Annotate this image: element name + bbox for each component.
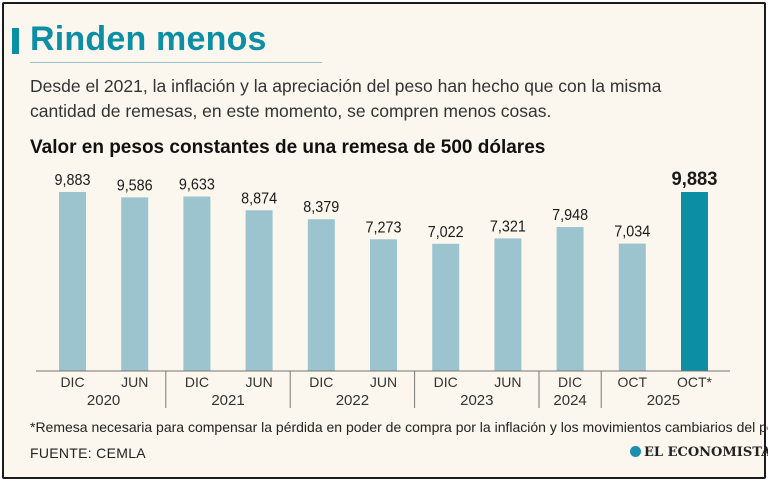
bar-1: [121, 197, 149, 371]
value-label-4: 8,379: [303, 199, 339, 216]
bar-6: [432, 243, 460, 371]
bar-8: [556, 227, 584, 371]
chart-title: Valor en pesos constantes de una remesa …: [30, 137, 546, 158]
subtitle: Desde el 2021, la inflación y la aprecia…: [30, 76, 662, 121]
category-label-3: JUN: [245, 374, 272, 390]
page-title: Rinden menos: [30, 20, 267, 58]
category-label-5: JUN: [370, 374, 397, 390]
value-label-10: 9,883: [672, 169, 718, 190]
bar-2: [183, 196, 211, 371]
bar-7: [494, 238, 522, 371]
year-label-2024: 2024: [553, 392, 586, 409]
value-label-2: 9,633: [179, 177, 215, 194]
category-label-8: DIC: [558, 374, 582, 390]
year-label-2022: 2022: [336, 392, 369, 409]
category-label-10: OCT*: [677, 374, 713, 390]
year-label-2025: 2025: [647, 392, 680, 409]
value-label-3: 8,874: [241, 190, 277, 207]
year-label-2023: 2023: [460, 392, 493, 409]
bar-4: [307, 219, 335, 371]
year-label-2021: 2021: [211, 392, 244, 409]
source-note: FUENTE: CEMLA: [30, 445, 146, 461]
category-label-2: DIC: [185, 374, 209, 390]
category-label-9: OCT: [618, 374, 648, 390]
category-label-0: DIC: [60, 374, 84, 390]
title-underline: [30, 62, 322, 63]
value-label-5: 7,273: [366, 219, 402, 236]
year-label-2020: 2020: [87, 392, 120, 409]
value-label-9: 7,034: [614, 224, 650, 241]
logo-text: EL ECONOMISTA: [644, 445, 768, 460]
category-label-1: JUN: [121, 374, 148, 390]
title-accent-bar: [12, 28, 19, 54]
publisher-logo: EL ECONOMISTA: [630, 445, 768, 460]
category-label-6: DIC: [434, 374, 458, 390]
value-label-8: 7,948: [552, 207, 588, 224]
bar-10: [681, 192, 708, 371]
bar-9: [618, 243, 646, 371]
bar-0: [59, 192, 86, 371]
logo-icon: [630, 446, 641, 457]
bar-5: [370, 239, 397, 371]
footnote: *Remesa necesaria para compensar la pérd…: [30, 419, 768, 435]
category-label-4: DIC: [309, 374, 333, 390]
value-label-0: 9,883: [55, 172, 91, 189]
category-label-7: JUN: [494, 374, 521, 390]
value-label-7: 7,321: [490, 218, 526, 235]
bar-3: [245, 210, 273, 371]
value-label-1: 9,586: [117, 177, 153, 194]
value-label-6: 7,022: [428, 224, 464, 241]
